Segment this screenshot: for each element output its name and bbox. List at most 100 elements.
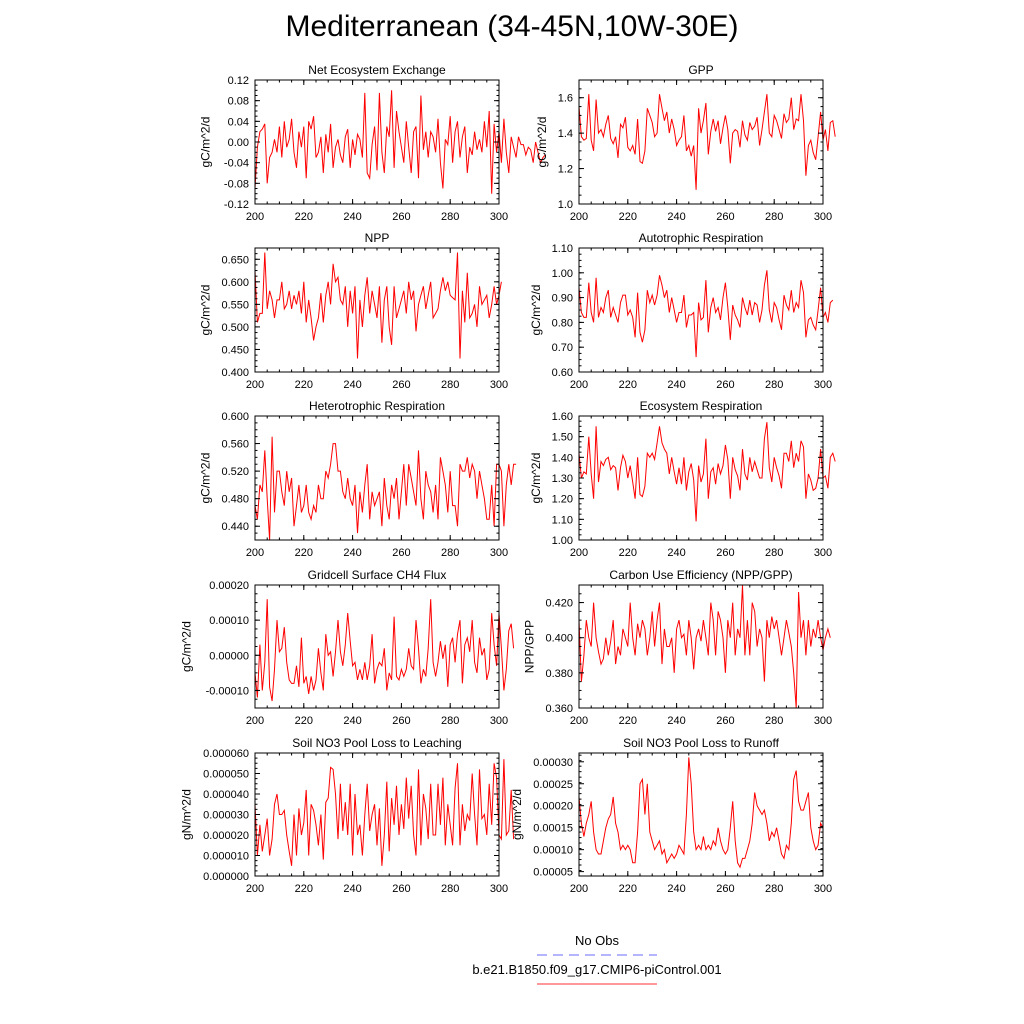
series-line-5-0 [578,422,836,522]
y-tick-label: 0.00015 [533,823,573,835]
y-tick-label: 1.4 [558,128,573,140]
series-line-2-0 [254,252,502,359]
y-axis-label: gC/m^2/d [199,453,213,504]
y-tick-label: 0.560 [221,439,249,451]
x-tick-label: 200 [246,211,264,223]
series-line-3-0 [578,270,834,358]
y-tick-label: -0.04 [224,158,249,170]
x-tick-label: 200 [570,379,588,391]
x-tick-label: 300 [490,379,508,391]
x-tick-label: 220 [295,715,313,727]
chart-panel-8: 200 220 240 260 280 300 0.000000 0.000010 0.0000… [180,736,515,895]
x-tick-label: 220 [619,379,637,391]
x-tick-label: 220 [619,715,637,727]
y-tick-label: 1.60 [552,411,573,423]
x-tick-label: 260 [716,547,734,559]
x-tick-label: 200 [570,883,588,895]
panel-title: Autotrophic Respiration [639,231,764,245]
y-tick-label: 0.60 [552,367,573,379]
x-tick-label: 280 [765,883,783,895]
panel-title: Gridcell Surface CH4 Flux [308,568,447,582]
y-tick-label: -0.00010 [206,685,249,697]
x-tick-label: 260 [392,547,410,559]
x-tick-label: 300 [814,883,832,895]
y-tick-label: 1.40 [552,452,573,464]
y-axis-label: NPP/GPP [523,620,537,673]
y-tick-label: 0.00025 [533,779,573,791]
x-tick-label: 200 [570,715,588,727]
y-tick-label: 0.90 [552,293,573,305]
y-tick-label: 0.000040 [203,789,249,801]
panel-title: Carbon Use Efficiency (NPP/GPP) [609,568,792,582]
series-line-9-0 [578,757,824,869]
x-tick-label: 300 [490,715,508,727]
x-tick-label: 220 [295,379,313,391]
x-tick-label: 200 [246,715,264,727]
panel-title: Heterotrophic Respiration [309,399,445,413]
x-tick-label: 280 [765,379,783,391]
y-tick-label: 0.400 [545,633,573,645]
x-tick-label: 260 [716,883,734,895]
chart-panel-6: 200 220 240 260 280 300 -0.00010 0.00000 0.00010… [180,568,515,727]
y-tick-label: 0.480 [221,494,249,506]
y-tick-label: 1.10 [552,243,573,255]
y-tick-label: 1.20 [552,494,573,506]
legend-label-model: b.e21.B1850.f09_g17.CMIP6-piControl.001 [472,962,721,977]
chart-panel-2: 200 220 240 260 280 300 0.400 0.450 0.500 0.550 0.… [199,231,509,391]
panel-title: NPP [365,231,390,245]
y-axis-label: gC/m^2/d [529,285,543,336]
y-tick-label: 0.440 [221,521,249,533]
x-tick-label: 240 [667,211,685,223]
y-tick-label: 0.000030 [203,810,249,822]
y-tick-label: 0.600 [221,277,249,289]
y-tick-label: 0.550 [221,299,249,311]
y-tick-label: -0.12 [224,199,249,211]
x-tick-label: 300 [814,547,832,559]
x-tick-label: 200 [246,883,264,895]
x-tick-label: 300 [814,211,832,223]
x-tick-label: 240 [667,547,685,559]
chart-panel-0: 200 220 240 260 280 300 -0.12 -0.08 -0.04 0.00 0.0… [199,63,546,223]
y-axis-label: gC/m^2/d [529,453,543,504]
y-tick-label: 0.00010 [533,845,573,857]
y-tick-label: 1.30 [552,473,573,485]
y-tick-label: 0.000010 [203,851,249,863]
x-tick-label: 280 [441,211,459,223]
x-tick-label: 220 [295,547,313,559]
y-tick-label: 0.600 [221,411,249,423]
x-tick-label: 260 [392,715,410,727]
y-tick-label: 1.10 [552,514,573,526]
y-tick-label: -0.08 [224,178,249,190]
x-tick-label: 280 [441,547,459,559]
y-tick-label: 1.00 [552,535,573,547]
y-axis-label: gC/m^2/d [199,117,213,168]
x-tick-label: 280 [441,715,459,727]
y-tick-label: 0.00020 [209,580,249,592]
legend-label-obs: No Obs [575,933,620,948]
series-line-0-0 [254,90,546,194]
x-tick-label: 260 [716,211,734,223]
x-tick-label: 220 [619,211,637,223]
x-tick-label: 260 [392,379,410,391]
y-tick-label: 1.50 [552,432,573,444]
y-tick-label: 0.360 [545,703,573,715]
panel-title: Soil NO3 Pool Loss to Runoff [623,736,780,750]
chart-panel-3: 200 220 240 260 280 300 0.60 0.70 0.80 0.90 1.00 1.… [529,231,834,391]
series-line-4-0 [254,436,517,541]
x-tick-label: 240 [343,547,361,559]
y-tick-label: 1.2 [558,164,573,176]
panel-title: Net Ecosystem Exchange [308,63,446,77]
x-tick-label: 280 [765,211,783,223]
x-tick-label: 280 [441,883,459,895]
x-tick-label: 240 [667,883,685,895]
x-tick-label: 240 [343,379,361,391]
x-tick-label: 220 [619,547,637,559]
chart-panel-5: 200 220 240 260 280 300 1.00 1.10 1.20 1.30 1.40 1.… [529,399,836,559]
y-tick-label: 1.6 [558,93,573,105]
x-tick-label: 200 [570,211,588,223]
x-tick-label: 260 [716,379,734,391]
y-tick-label: 0.000000 [203,871,249,883]
y-tick-label: 0.00030 [533,757,573,769]
